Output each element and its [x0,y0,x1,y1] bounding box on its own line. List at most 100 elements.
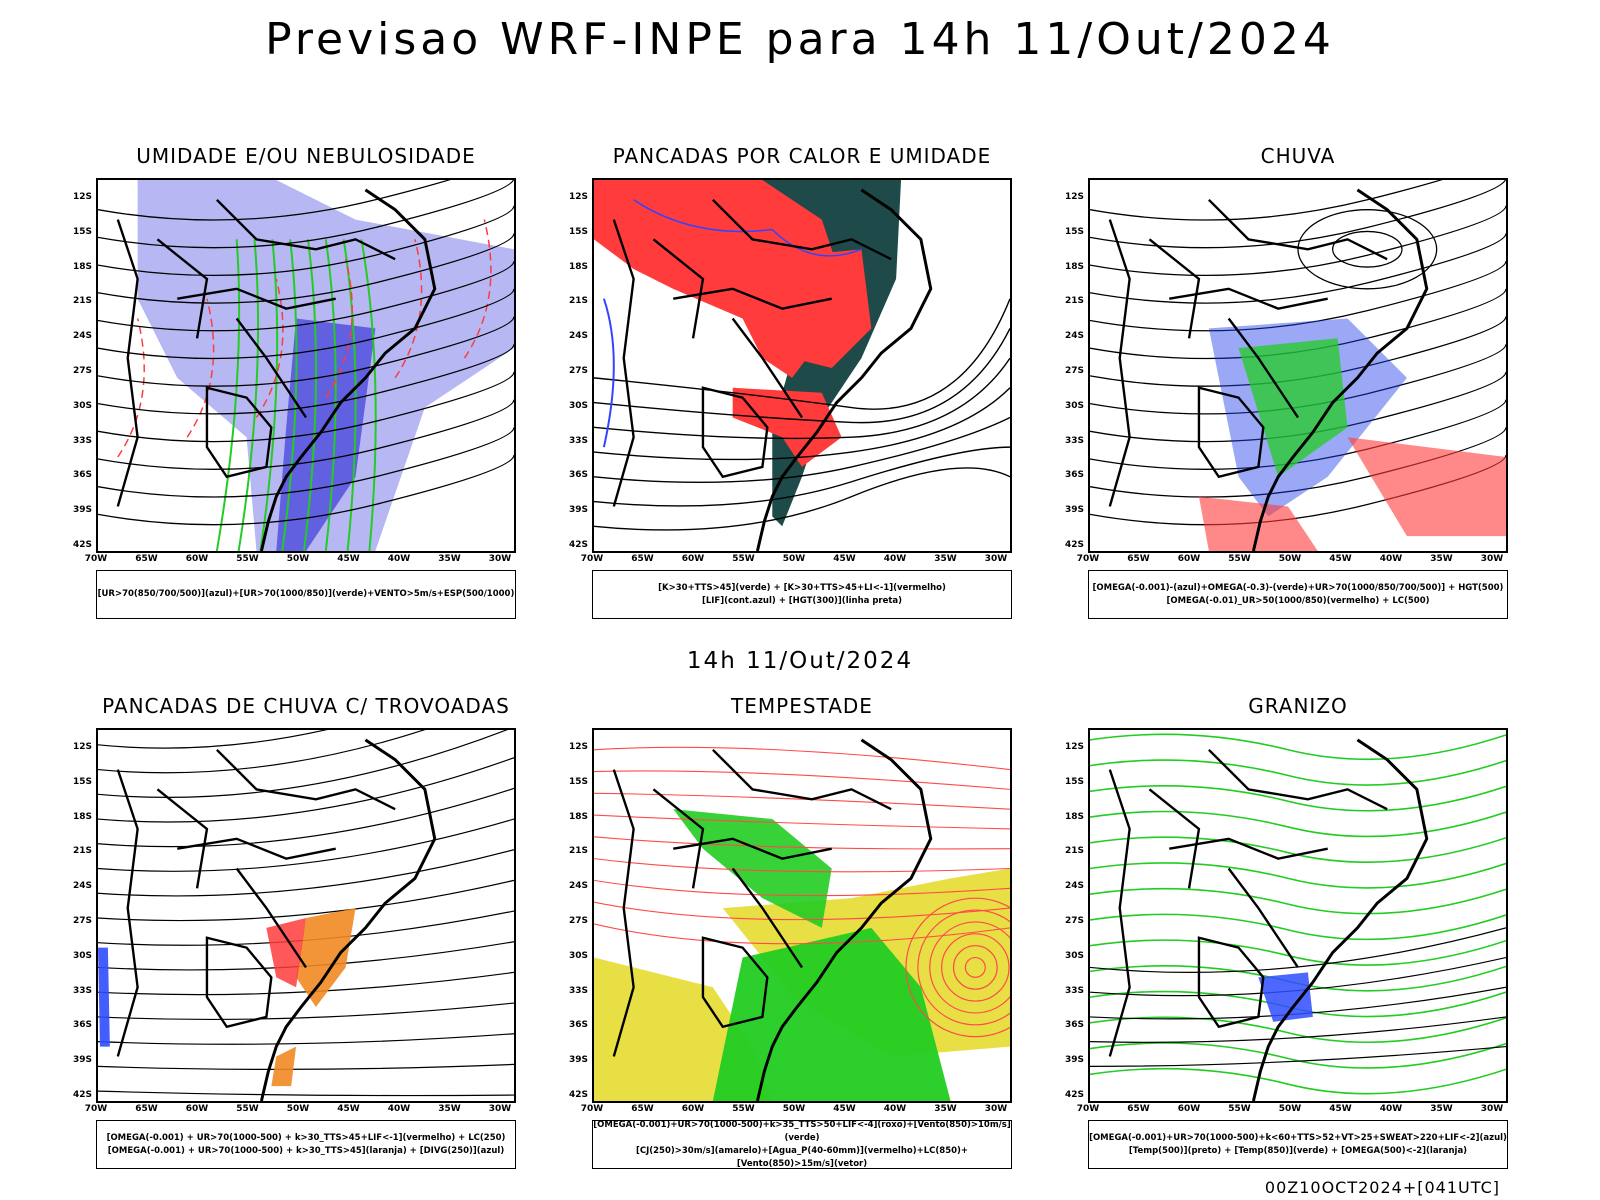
legend-line: [LIF](cont.azul) + [HGT(300)](linha pret… [701,595,903,606]
latitude-label: 18S [1064,261,1084,272]
longitude-label: 35W [1430,1104,1453,1114]
latitude-label: 30S [568,950,588,961]
latitude-label: 18S [1064,811,1084,822]
latitude-label: 36S [72,1020,92,1031]
latitude-label: 33S [1064,435,1084,446]
latitude-label: 33S [72,435,92,446]
latitude-label: 18S [568,261,588,272]
longitude-label: 55W [732,1104,755,1114]
latitude-label: 30S [72,400,92,411]
longitude-label: 30W [488,1104,512,1114]
longitude-label: 70W [84,554,108,564]
map-panel [1088,178,1508,553]
longitude-label: 70W [580,1104,604,1114]
longitude-label: 45W [833,1104,856,1114]
longitude-label: 35W [1430,554,1453,564]
legend-line: [UR>70(850/700/500)](azul)+[UR>70(1000/8… [97,589,515,599]
longitude-label: 65W [631,1104,654,1114]
longitude-label: 45W [1329,554,1352,564]
footer-timestamp: 00Z10OCT2024+[041UTC] [1264,1178,1500,1197]
latitude-label: 39S [72,1055,92,1066]
longitude-label: 45W [833,554,856,564]
longitude-label: 60W [1177,1104,1201,1114]
longitude-label: 30W [984,1104,1008,1114]
longitude-label: 40W [387,1104,411,1114]
latitude-label: 42S [1064,540,1084,550]
panel-title: UMIDADE E/OU NEBULOSIDADE [136,144,476,168]
longitude-label: 65W [1127,554,1150,564]
latitude-label: 21S [568,296,588,307]
latitude-label: 27S [1064,366,1084,376]
latitude-label: 12S [1064,192,1084,202]
mid-title: 14h 11/Out/2024 [686,648,914,674]
latitude-label: 42S [72,540,92,550]
longitude-label: 50W [1278,554,1302,564]
legend-line: [OMEGA(-0.01)_UR>50(1000/850)(vermelho) … [1166,595,1430,606]
longitude-label: 55W [236,554,259,564]
longitude-label: 60W [681,1104,705,1114]
map-graphic [594,738,1010,1101]
longitude-label: 30W [1480,1104,1504,1114]
legend-line: [OMEGA(-0.001)-(azul)+OMEGA(-0.3)-(verde… [1092,582,1504,593]
legend-line: [OMEGA(-0.001)+UR>70(1000-500)+k>35_TTS>… [593,1119,1011,1143]
legend-line: [OMEGA(-0.001) + UR>70(1000-500) + k>30_… [106,1132,506,1143]
latitude-label: 27S [568,366,588,376]
map-panel [592,178,1012,553]
legend-line: [CJ(250)>30m/s](amarelo)+[Agua_P(40-60mm… [635,1145,969,1169]
longitude-label: 50W [1278,1104,1302,1114]
longitude-label: 70W [84,1104,108,1114]
latitude-label: 15S [72,226,92,237]
longitude-label: 35W [934,554,957,564]
latitude-label: 18S [568,811,588,822]
latitude-label: 15S [568,226,588,237]
longitude-label: 55W [732,554,755,564]
latitude-label: 12S [568,742,588,752]
longitude-label: 30W [488,554,512,564]
panel-title: TEMPESTADE [731,694,873,718]
latitude-label: 21S [1064,296,1084,307]
latitude-label: 12S [72,192,92,202]
longitude-label: 70W [580,554,604,564]
map-graphic [1090,180,1506,551]
panel-legend: [UR>70(850/700/500)](azul)+[UR>70(1000/8… [96,570,516,619]
latitude-label: 42S [568,1090,588,1100]
latitude-label: 39S [568,1055,588,1066]
map-graphic [594,180,1010,551]
longitude-label: 70W [1076,1104,1100,1114]
latitude-label: 21S [72,296,92,307]
panel-legend: [OMEGA(-0.001)+UR>70(1000-500)+k>35_TTS>… [592,1120,1012,1169]
map-panel [1088,728,1508,1103]
longitude-label: 45W [1329,1104,1352,1114]
latitude-label: 33S [568,985,588,996]
map-panel [592,728,1012,1103]
panel-title: PANCADAS DE CHUVA C/ TROVOADAS [102,694,510,718]
latitude-label: 39S [568,505,588,516]
latitude-label: 33S [1064,985,1084,996]
longitude-label: 35W [934,1104,957,1114]
latitude-label: 15S [1064,776,1084,787]
latitude-label: 30S [72,950,92,961]
longitude-label: 30W [984,554,1008,564]
latitude-label: 12S [72,742,92,752]
latitude-label: 15S [72,776,92,787]
longitude-label: 65W [135,1104,158,1114]
panel-legend: [OMEGA(-0.001)+UR>70(1000-500)+k<60+TTS>… [1088,1120,1508,1169]
panel-title: GRANIZO [1248,694,1348,718]
longitude-label: 70W [1076,554,1100,564]
latitude-label: 18S [72,811,92,822]
legend-line: [K>30+TTS>45](verde) + [K>30+TTS>45+LI<-… [658,582,946,593]
latitude-label: 39S [1064,1055,1084,1066]
longitude-label: 60W [185,1104,209,1114]
main-title: Previsao WRF-INPE para 14h 11/Out/2024 [265,14,1335,65]
longitude-label: 35W [438,1104,461,1114]
longitude-label: 50W [782,1104,806,1114]
legend-line: [OMEGA(-0.001)+UR>70(1000-500)+k<60+TTS>… [1089,1132,1507,1143]
longitude-label: 60W [185,554,209,564]
latitude-label: 36S [1064,470,1084,481]
map-graphic [1090,733,1506,1101]
map-graphic [98,180,514,551]
longitude-label: 50W [286,1104,310,1114]
longitude-label: 35W [438,554,461,564]
latitude-label: 33S [568,435,588,446]
latitude-label: 36S [72,470,92,481]
